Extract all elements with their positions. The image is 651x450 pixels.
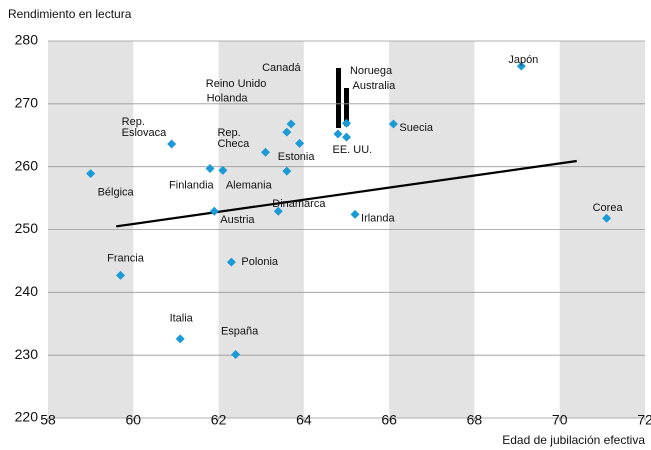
x-tick-label: 72	[637, 412, 651, 428]
y-tick-label: 280	[15, 32, 39, 48]
point	[226, 257, 236, 267]
point	[333, 129, 343, 139]
point-label: Reino Unido	[206, 78, 267, 90]
y-tick-label: 270	[15, 95, 39, 111]
point	[342, 132, 351, 142]
point-label: Australia	[353, 80, 397, 92]
point-label: Polonia	[241, 256, 279, 268]
point-label: Corea	[593, 202, 624, 214]
point-label: España	[221, 325, 259, 337]
point-label: Austria	[220, 214, 255, 226]
point	[388, 119, 398, 129]
point	[286, 119, 296, 129]
point	[175, 334, 185, 344]
y-tick-label: 260	[15, 157, 39, 173]
point-label: Estonia	[278, 151, 316, 163]
point	[115, 270, 125, 280]
point-label: Rep.	[217, 127, 240, 139]
point-label: Suecia	[399, 122, 434, 134]
trend-line	[116, 159, 577, 228]
point	[282, 166, 292, 176]
leader-bar	[336, 68, 341, 128]
point	[282, 127, 292, 137]
point-label: Japón	[508, 54, 538, 66]
point	[602, 213, 612, 223]
y-tick-label: 240	[15, 283, 39, 299]
point-label: Checa	[217, 138, 250, 150]
point	[260, 147, 270, 157]
point-label: EE. UU.	[333, 144, 373, 156]
point-label: Rep.	[122, 116, 145, 128]
point-label: Holanda	[207, 92, 249, 104]
point	[86, 169, 96, 179]
point-label: Alemania	[226, 179, 273, 191]
point-label: Eslovaca	[122, 127, 168, 139]
point-label: Francia	[107, 252, 145, 264]
point	[205, 164, 215, 174]
point	[342, 118, 351, 128]
point	[295, 138, 305, 148]
point-label: Noruega	[350, 65, 393, 77]
point-label: Dinamarca	[272, 198, 326, 210]
point-label: Italia	[170, 313, 194, 325]
y-axis-title: Rendimiento en lectura	[8, 7, 132, 21]
point	[218, 165, 228, 175]
x-axis-title: Edad de jubilación efectiva	[502, 433, 645, 447]
point	[350, 209, 360, 219]
y-tick-label: 220	[15, 409, 39, 425]
point-label: Finlandia	[169, 179, 215, 191]
point-label: Bélgica	[98, 186, 135, 198]
point	[167, 139, 177, 149]
point	[273, 206, 283, 216]
point	[209, 206, 219, 216]
leader-bar	[344, 88, 349, 126]
point-label: Irlanda	[361, 212, 396, 224]
y-tick-label: 250	[15, 220, 39, 236]
point	[231, 350, 241, 360]
point	[516, 61, 526, 71]
point-label: Canadá	[262, 62, 301, 74]
y-tick-label: 230	[15, 346, 39, 362]
